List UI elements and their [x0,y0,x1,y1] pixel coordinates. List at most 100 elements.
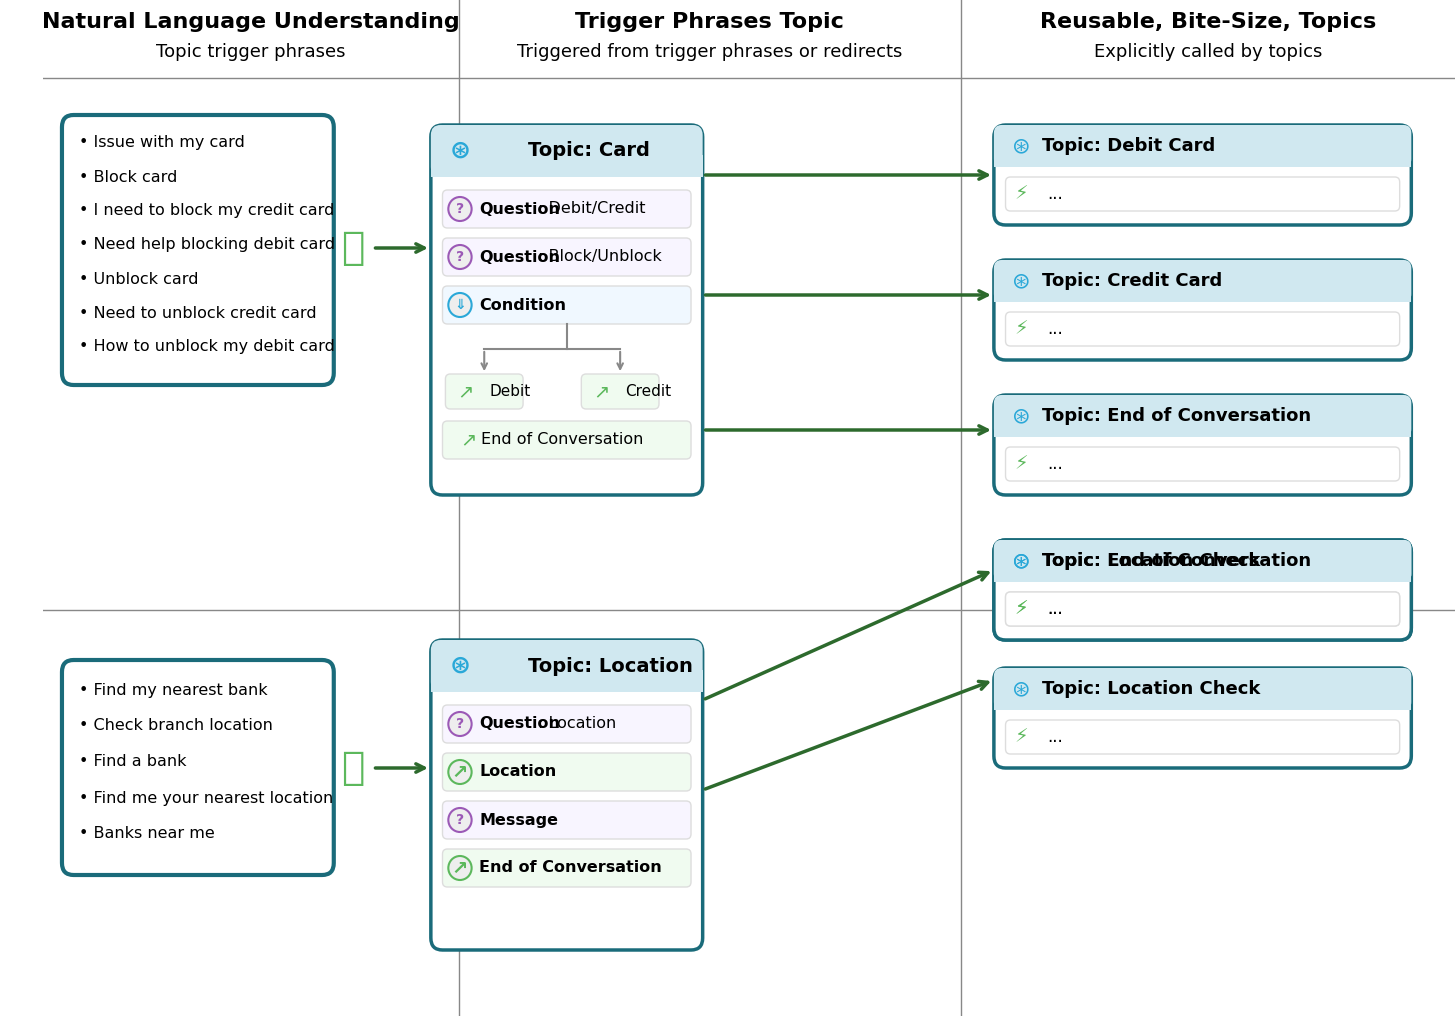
Text: Question: Question [479,201,560,216]
Text: Topic: Credit Card: Topic: Credit Card [1042,272,1222,290]
Bar [994,417,1411,437]
Text: ⊛: ⊛ [1011,551,1030,571]
FancyBboxPatch shape [1005,447,1400,481]
Bar [994,562,1411,582]
FancyBboxPatch shape [431,125,703,177]
Text: Topic: Location Check: Topic: Location Check [1042,552,1261,570]
FancyBboxPatch shape [1005,312,1400,346]
FancyBboxPatch shape [442,421,691,459]
FancyBboxPatch shape [442,801,691,839]
Text: 🤖: 🤖 [342,229,365,267]
FancyBboxPatch shape [442,285,691,324]
Text: ⇓: ⇓ [454,298,466,312]
FancyBboxPatch shape [431,125,703,495]
FancyBboxPatch shape [994,395,1411,437]
Circle shape [448,808,471,832]
FancyBboxPatch shape [994,539,1411,582]
Text: ⊛: ⊛ [450,139,470,163]
Text: ⊛: ⊛ [1011,551,1030,571]
Text: • Find my nearest bank: • Find my nearest bank [80,683,268,698]
Text: Reusable, Bite-Size, Topics: Reusable, Bite-Size, Topics [1040,12,1376,31]
Text: • How to unblock my debit card: • How to unblock my debit card [80,339,335,355]
Text: ⚡: ⚡ [1014,727,1027,747]
Text: • I need to block my credit card: • I need to block my credit card [80,203,335,218]
Text: Topic: End of Conversation: Topic: End of Conversation [1042,407,1311,425]
FancyBboxPatch shape [582,374,659,409]
Text: Topic trigger phrases: Topic trigger phrases [156,43,346,61]
Bar [994,282,1411,302]
Text: ⊛: ⊛ [450,654,470,678]
Text: ⚡: ⚡ [1014,319,1027,338]
Text: ⊛: ⊛ [1011,406,1030,426]
Text: Explicitly called by topics: Explicitly called by topics [1094,43,1323,61]
Text: • Find a bank: • Find a bank [80,755,186,769]
Text: • Check branch location: • Check branch location [80,718,274,734]
Text: ...: ... [1048,320,1064,338]
Text: ...: ... [1048,600,1064,618]
Text: : Block/Unblock: : Block/Unblock [538,250,662,264]
Text: ↗: ↗ [453,762,469,781]
Text: Natural Language Understanding: Natural Language Understanding [42,12,460,31]
FancyBboxPatch shape [442,753,691,791]
Text: ⚡: ⚡ [1014,454,1027,473]
Text: Topic: Location: Topic: Location [528,656,693,676]
Text: Debit: Debit [489,384,531,399]
Circle shape [448,712,471,736]
FancyBboxPatch shape [1005,592,1400,626]
Text: ...: ... [1048,600,1064,618]
Text: Message: Message [479,813,559,827]
Text: • Need to unblock credit card: • Need to unblock credit card [80,306,317,320]
Text: 🤖: 🤖 [342,749,365,787]
Text: Topic: End of Conversation: Topic: End of Conversation [1042,552,1311,570]
Text: Question: Question [479,250,560,264]
Text: Topic: Debit Card: Topic: Debit Card [1042,137,1216,155]
Bar [994,562,1411,582]
Text: Triggered from trigger phrases or redirects: Triggered from trigger phrases or redire… [517,43,902,61]
FancyBboxPatch shape [994,260,1411,360]
Text: ?: ? [455,202,464,216]
Text: Condition: Condition [479,298,566,313]
Text: • Issue with my card: • Issue with my card [80,135,246,150]
FancyBboxPatch shape [994,395,1411,495]
FancyBboxPatch shape [994,539,1411,582]
FancyBboxPatch shape [442,849,691,887]
Text: • Banks near me: • Banks near me [80,826,215,841]
Text: ...: ... [1048,455,1064,473]
Text: • Find me your nearest location: • Find me your nearest location [80,790,333,806]
FancyBboxPatch shape [994,668,1411,710]
Text: ⊛: ⊛ [1011,679,1030,699]
Text: ?: ? [455,813,464,827]
Text: ↗: ↗ [460,431,476,449]
FancyBboxPatch shape [63,660,333,875]
Text: : Location: : Location [538,716,615,732]
Text: ↗: ↗ [457,382,473,401]
FancyBboxPatch shape [994,668,1411,768]
Circle shape [448,856,471,880]
FancyBboxPatch shape [445,374,524,409]
Text: : Debit/Credit: : Debit/Credit [538,201,645,216]
Bar [994,690,1411,710]
Circle shape [448,760,471,784]
Text: ⚡: ⚡ [1014,599,1027,619]
Text: Topic: Card: Topic: Card [528,141,650,161]
Text: ?: ? [455,717,464,731]
Text: ↗: ↗ [453,859,469,878]
Text: Topic: Location Check: Topic: Location Check [1042,680,1261,698]
Text: ?: ? [455,250,464,264]
Circle shape [444,135,476,167]
Text: End of Conversation: End of Conversation [479,861,662,876]
Text: ⊛: ⊛ [1011,271,1030,291]
Text: Location: Location [479,764,557,779]
FancyBboxPatch shape [1005,592,1400,626]
Text: • Need help blocking debit card: • Need help blocking debit card [80,238,336,253]
FancyBboxPatch shape [63,115,333,385]
Bar [431,670,703,692]
FancyBboxPatch shape [994,539,1411,640]
FancyBboxPatch shape [442,190,691,228]
Bar [994,147,1411,167]
Circle shape [448,293,471,317]
Text: ...: ... [1048,185,1064,203]
FancyBboxPatch shape [442,705,691,743]
FancyBboxPatch shape [994,125,1411,167]
FancyBboxPatch shape [1005,720,1400,754]
